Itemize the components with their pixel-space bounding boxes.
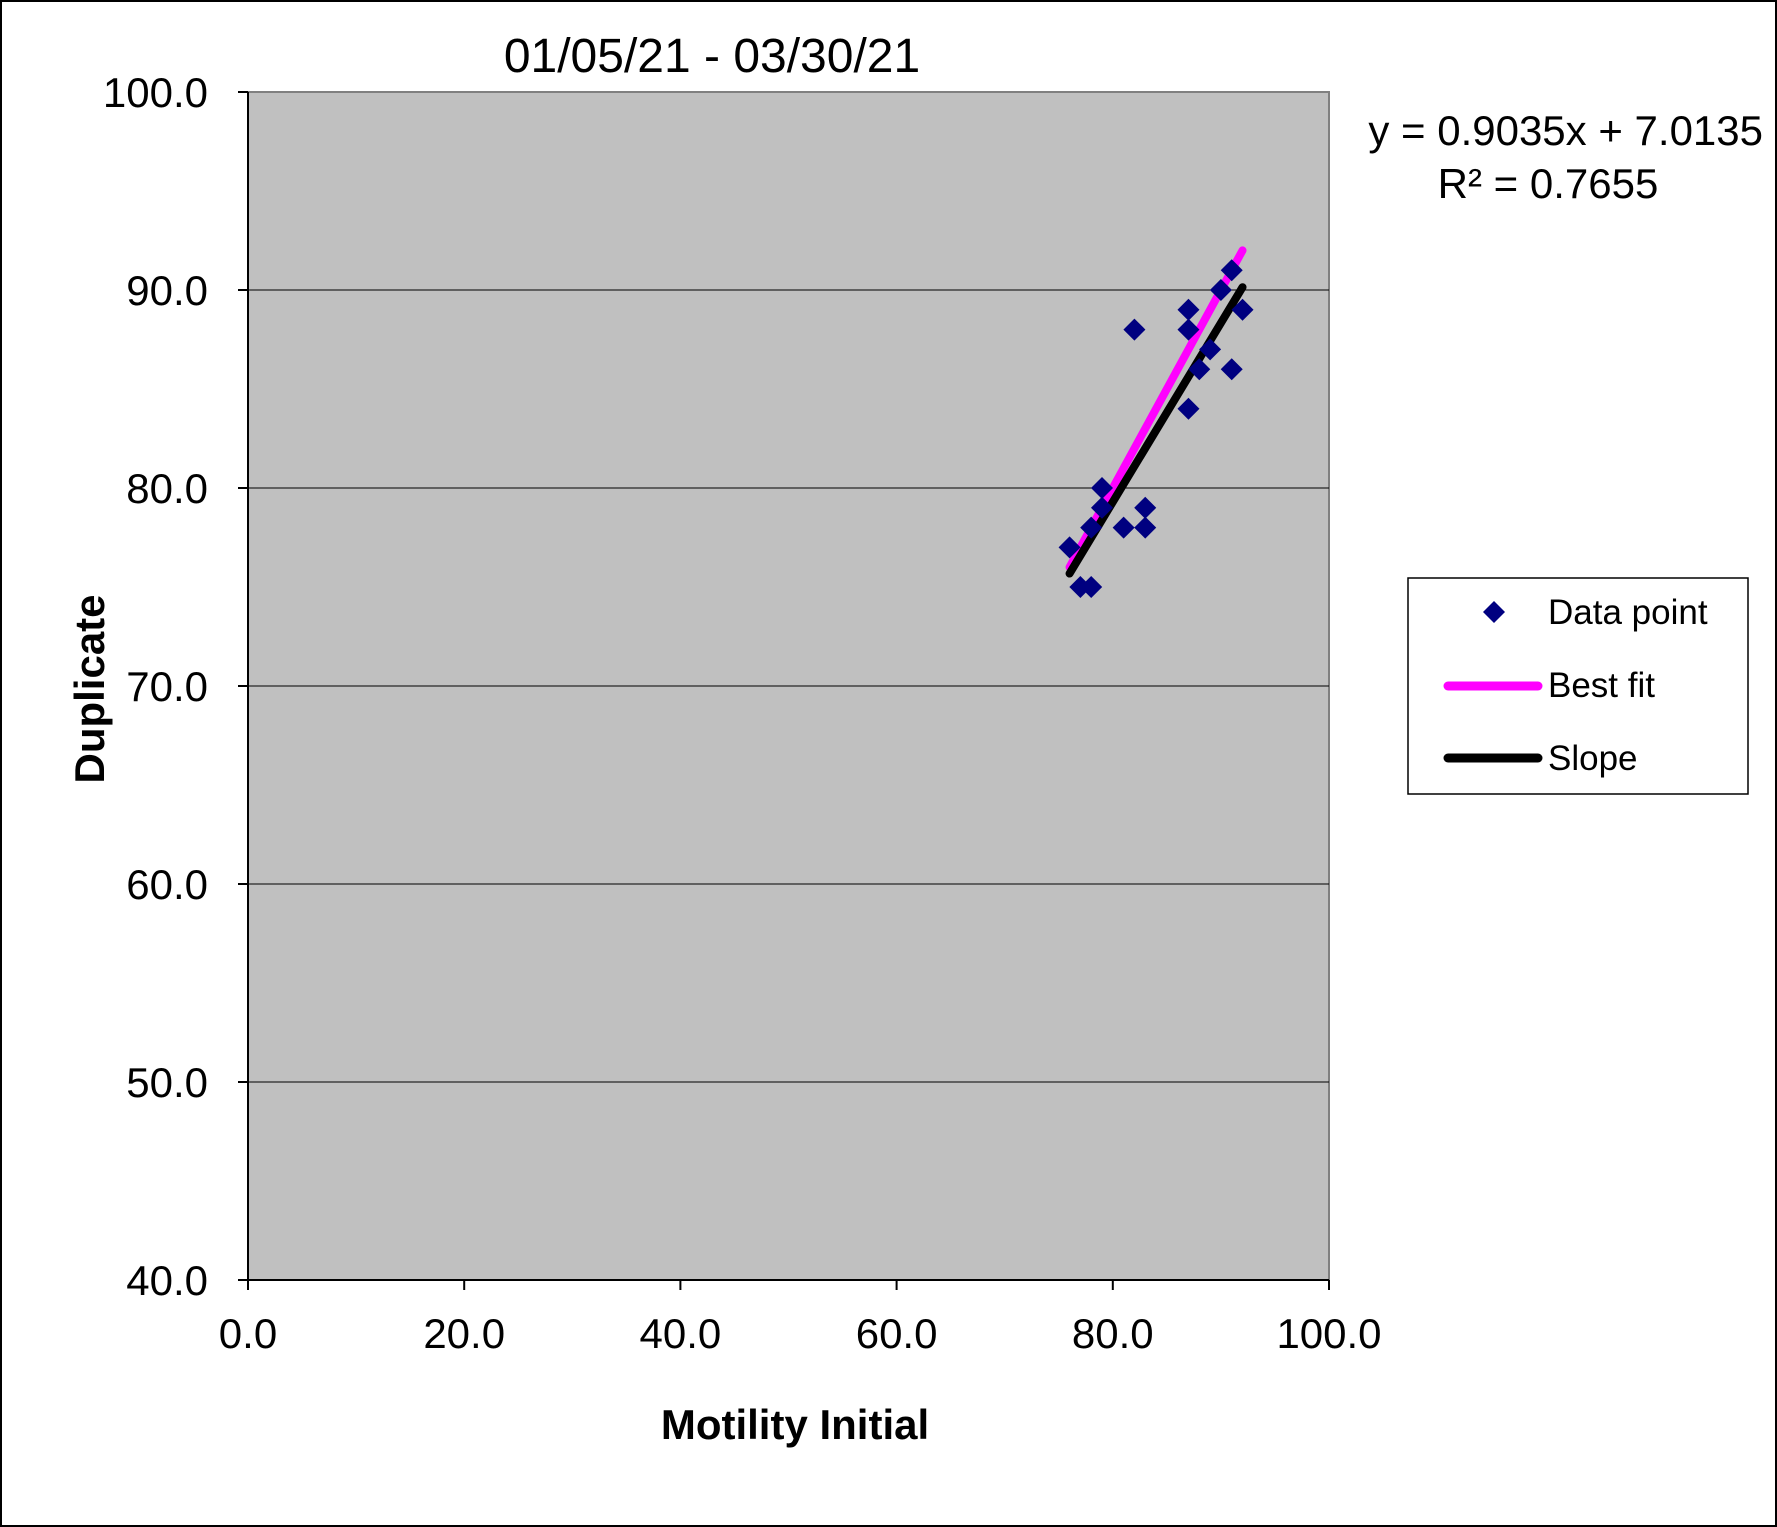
y-axis-label: Duplicate [66,594,113,783]
y-tick-label: 50.0 [126,1059,208,1106]
data-point-marker [1112,516,1135,539]
data-point-marker [1220,358,1243,381]
data-point-marker [1177,318,1200,341]
y-tick-label: 60.0 [126,861,208,908]
x-axis-label: Motility Initial [661,1401,929,1448]
data-point-marker [1177,397,1200,420]
legend-label-slope: Slope [1548,739,1638,778]
series [1058,246,1254,598]
data-point-marker [1123,318,1146,341]
axes [238,91,1330,1290]
x-tick-label: 100.0 [1276,1310,1381,1357]
data-point-marker [1090,496,1113,519]
y-tick-label: 100.0 [103,69,208,116]
x-tick-label: 20.0 [423,1310,505,1357]
data-point-marker [1134,516,1157,539]
x-tick-label: 40.0 [640,1310,722,1357]
y-tick-label: 80.0 [126,465,208,512]
data-point-marker [1058,536,1081,559]
data-point-marker [1090,477,1113,499]
data-point-marker [1080,576,1103,598]
y-tick-label: 70.0 [126,663,208,710]
y-tick-label: 90.0 [126,267,208,314]
legend-label-data-point: Data point [1548,593,1708,632]
gridlines [248,289,1329,1083]
r-squared-label: R² = 0.7655 [1438,160,1659,207]
x-tick-label: 60.0 [856,1310,938,1357]
y-tick-label: 40.0 [126,1257,208,1304]
data-point-marker [1134,496,1157,519]
data-point-marker [1231,298,1254,321]
chart-title: 01/05/21 - 03/30/21 [504,30,920,83]
trendline-equation: y = 0.9035x + 7.0135 [1368,107,1763,154]
tick-labels: 40.0 50.0 60.0 70.0 80.0 90.0 100.0 0.0 20.0 40.0… [103,69,1382,1357]
data-point-marker [1080,516,1103,539]
legend-marker-data-point [1483,601,1505,623]
legend-label-best-fit: Best fit [1548,666,1655,705]
data-point-marker [1209,279,1232,301]
data-point-marker [1177,298,1200,321]
legend: Data point Best fit Slope [1407,577,1749,795]
data-point-marker [1199,338,1222,361]
x-tick-label: 80.0 [1072,1310,1154,1357]
data-point-marker [1188,358,1211,381]
x-tick-label: 0.0 [219,1310,277,1357]
data-point-marker [1220,259,1243,282]
